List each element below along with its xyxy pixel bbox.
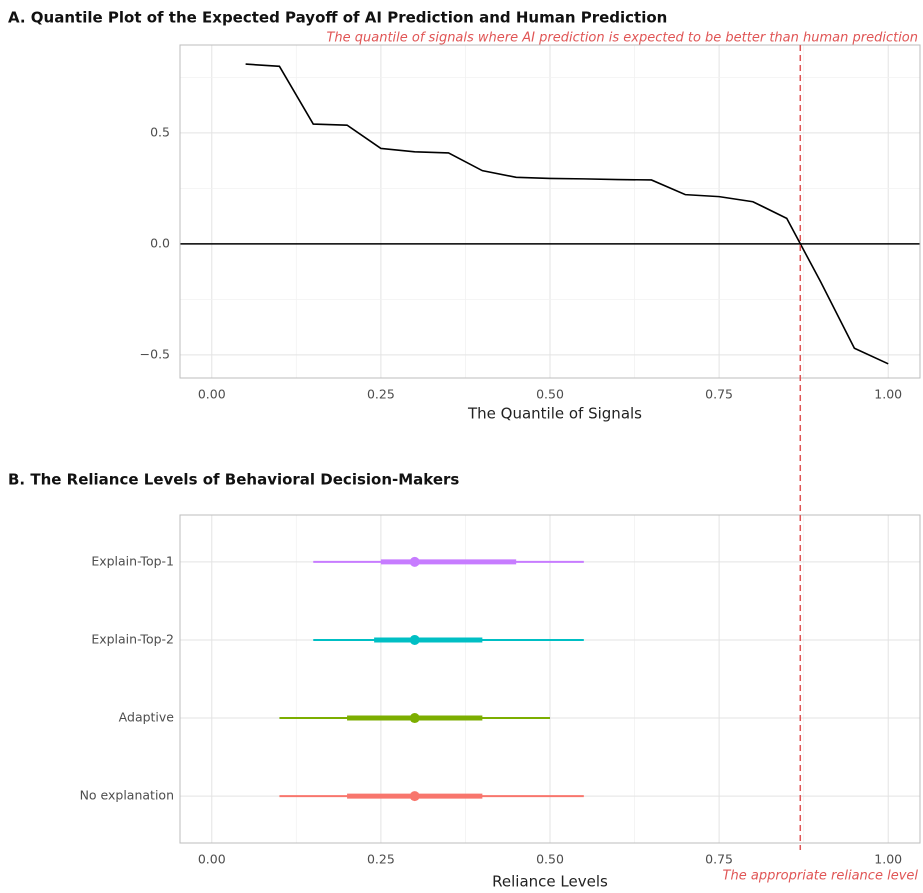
point [409, 791, 420, 802]
x-tick-label: 0.00 [198, 852, 226, 867]
y-tick-label: Explain-Top-1 [91, 553, 174, 568]
plot-border [179, 514, 921, 844]
y-tick-label: No explanation [80, 788, 174, 803]
line [245, 63, 889, 365]
x-tick-label: 1.00 [874, 852, 902, 867]
point [409, 556, 420, 567]
x-tick-label: 0.00 [198, 387, 226, 402]
point [409, 634, 420, 645]
x-tick-label: 0.25 [367, 387, 395, 402]
plot-border [179, 44, 921, 379]
point [409, 713, 420, 724]
x-tick-label: 0.50 [536, 852, 564, 867]
annotation: The quantile of signals where AI predict… [326, 31, 918, 46]
chart-title: A. Quantile Plot of the Expected Payoff … [8, 9, 667, 27]
x-tick-label: 0.25 [367, 852, 395, 867]
x-tick-label: 0.50 [536, 387, 564, 402]
y-tick-label: Explain-Top-2 [91, 631, 174, 646]
x-tick-label: 1.00 [874, 387, 902, 402]
x-axis-title: Reliance Levels [492, 873, 608, 891]
x-tick-label: 0.75 [705, 387, 733, 402]
y-tick-label: 0.5 [150, 124, 170, 139]
y-tick-label: −0.5 [140, 346, 170, 361]
y-tick-label: Adaptive [119, 710, 175, 725]
y-tick-label: 0.0 [150, 235, 170, 250]
chart-title: B. The Reliance Levels of Behavioral Dec… [8, 471, 459, 489]
x-tick-label: 0.75 [705, 852, 733, 867]
x-axis-title: The Quantile of Signals [467, 405, 642, 423]
annotation: The appropriate reliance level [723, 869, 919, 884]
